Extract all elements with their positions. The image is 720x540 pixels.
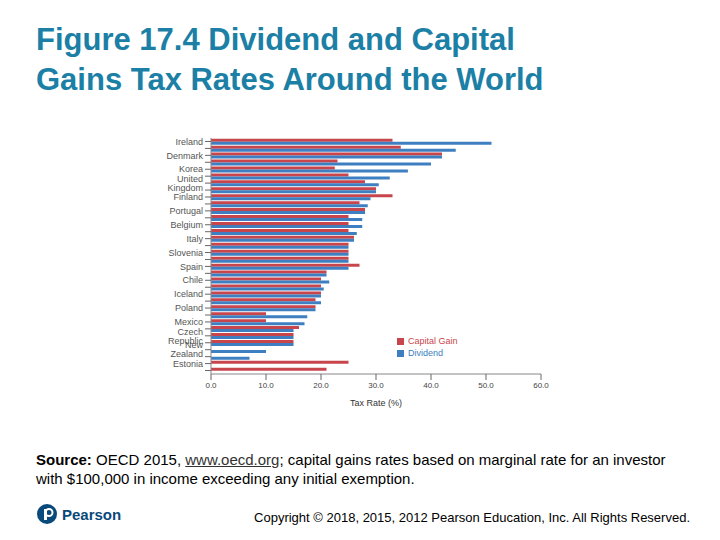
svg-text:40.0: 40.0: [423, 381, 439, 390]
svg-text:60.0: 60.0: [533, 381, 549, 390]
svg-text:UnitedKingdom: UnitedKingdom: [167, 174, 203, 193]
svg-text:50.0: 50.0: [478, 381, 494, 390]
svg-text:Estonia: Estonia: [173, 359, 203, 369]
svg-text:0.0: 0.0: [205, 381, 217, 390]
svg-text:NewZealand: NewZealand: [170, 340, 203, 359]
svg-text:Denmark: Denmark: [166, 151, 203, 161]
svg-text:Slovenia: Slovenia: [168, 248, 203, 258]
svg-text:Tax Rate (%): Tax Rate (%): [350, 398, 402, 408]
svg-text:Chile: Chile: [182, 275, 203, 285]
svg-text:Iceland: Iceland: [174, 289, 203, 299]
svg-text:Belgium: Belgium: [170, 220, 203, 230]
svg-text:Italy: Italy: [186, 234, 203, 244]
svg-text:20.0: 20.0: [313, 381, 329, 390]
svg-text:Poland: Poland: [175, 303, 203, 313]
svg-text:Spain: Spain: [180, 262, 203, 272]
svg-text:Portugal: Portugal: [169, 206, 203, 216]
svg-text:30.0: 30.0: [368, 381, 384, 390]
svg-text:10.0: 10.0: [258, 381, 274, 390]
svg-text:Ireland: Ireland: [175, 137, 203, 147]
svg-text:Finland: Finland: [173, 192, 203, 202]
